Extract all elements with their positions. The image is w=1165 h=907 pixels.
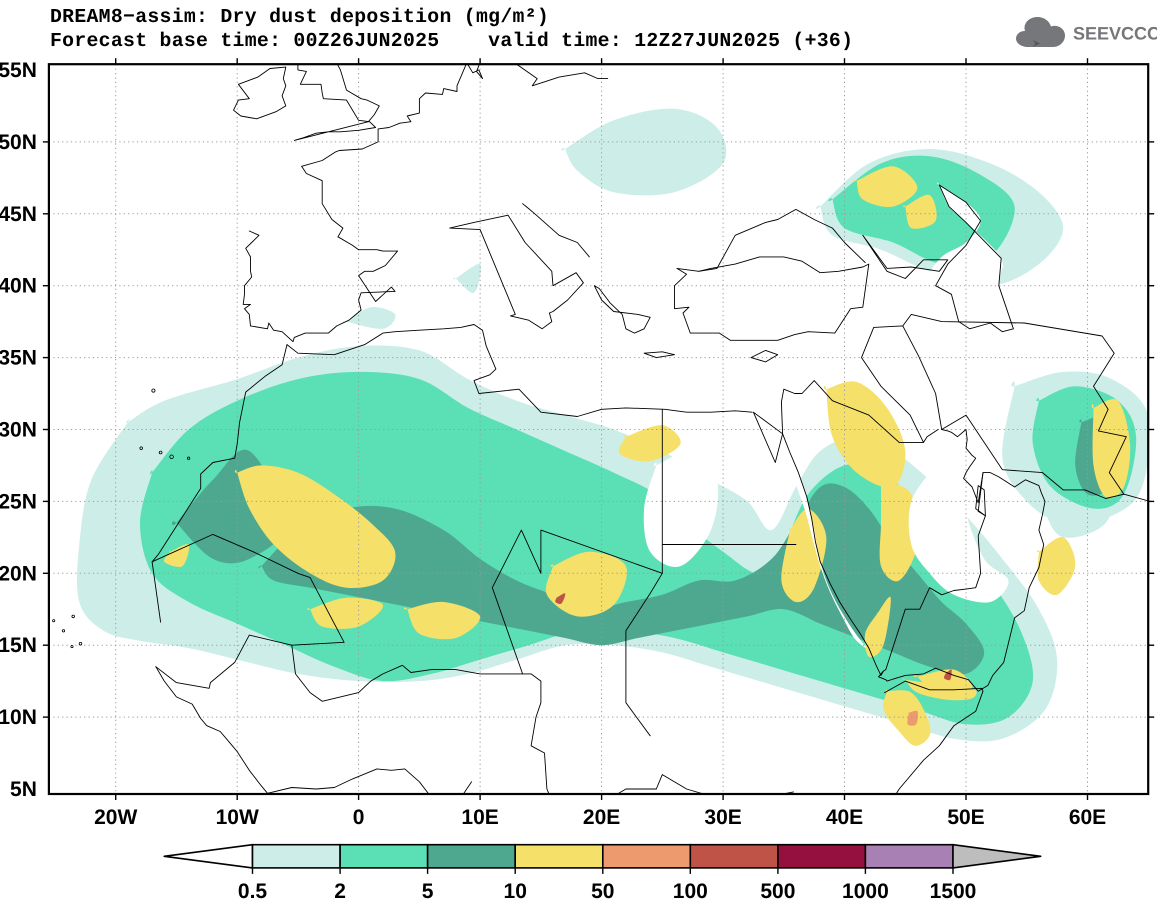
svg-text:0: 0 <box>353 806 365 829</box>
svg-text:10N: 10N <box>0 706 37 729</box>
svg-text:15N: 15N <box>0 634 37 657</box>
svg-text:50N: 50N <box>0 131 37 154</box>
svg-text:5: 5 <box>422 880 434 903</box>
svg-text:2: 2 <box>334 880 346 903</box>
svg-text:25N: 25N <box>0 490 37 513</box>
svg-text:50E: 50E <box>947 806 984 829</box>
svg-text:45N: 45N <box>0 203 37 226</box>
svg-text:5N: 5N <box>10 778 37 801</box>
svg-text:10E: 10E <box>461 806 498 829</box>
svg-text:30E: 30E <box>704 806 741 829</box>
svg-text:20N: 20N <box>0 562 37 585</box>
svg-text:1500: 1500 <box>930 880 977 903</box>
svg-text:55N: 55N <box>0 59 37 82</box>
svg-text:20E: 20E <box>583 806 620 829</box>
svg-text:10: 10 <box>504 880 527 903</box>
svg-text:500: 500 <box>760 880 795 903</box>
svg-text:35N: 35N <box>0 347 37 370</box>
svg-text:60E: 60E <box>1069 806 1106 829</box>
svg-text:100: 100 <box>673 880 708 903</box>
svg-text:0.5: 0.5 <box>238 880 268 903</box>
svg-text:1000: 1000 <box>842 880 889 903</box>
svg-text:10W: 10W <box>216 806 259 829</box>
svg-text:20W: 20W <box>94 806 137 829</box>
svg-text:40N: 40N <box>0 275 37 298</box>
svg-text:50: 50 <box>591 880 614 903</box>
svg-text:30N: 30N <box>0 419 37 442</box>
svg-text:40E: 40E <box>826 806 863 829</box>
